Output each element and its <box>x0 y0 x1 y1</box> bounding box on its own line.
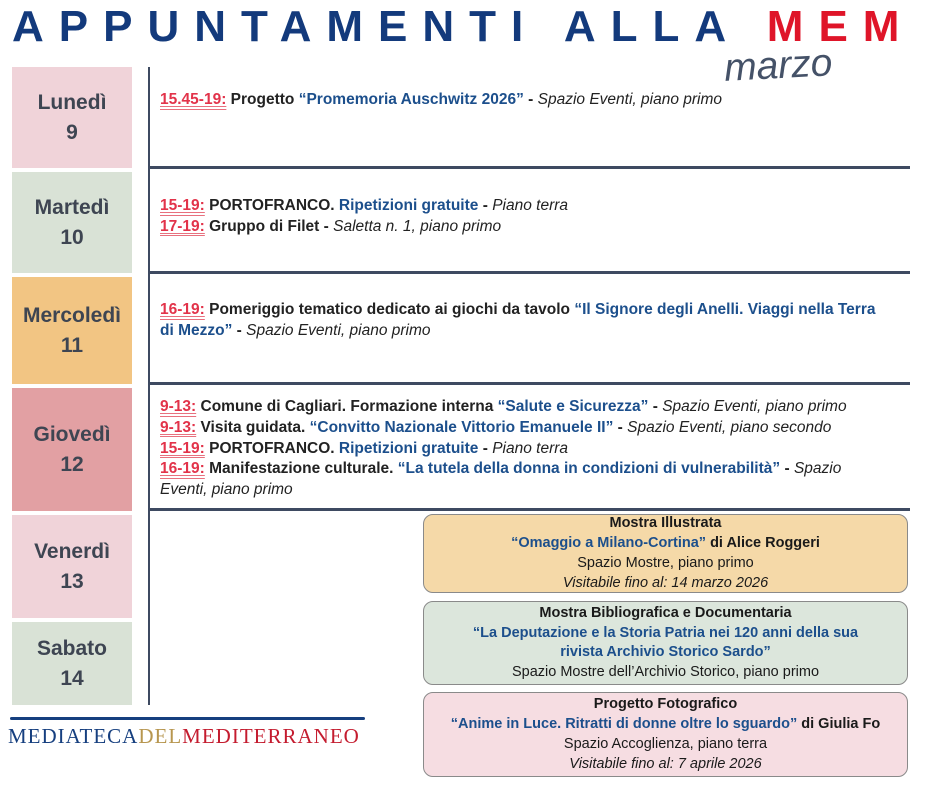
svg-text:marzo: marzo <box>723 41 833 90</box>
